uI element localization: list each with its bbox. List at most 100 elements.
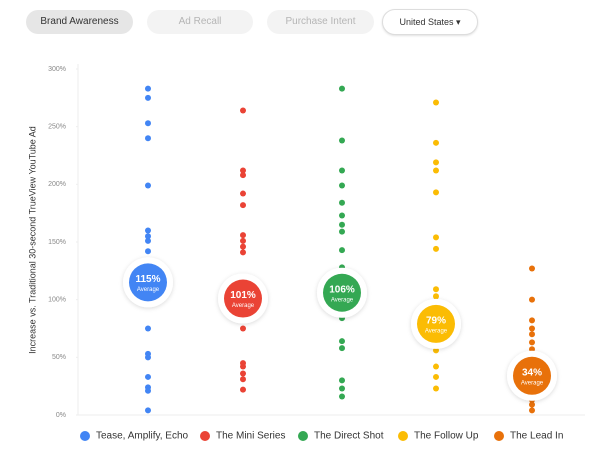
average-bubble: 115% Average	[123, 257, 173, 308]
average-bubble: 106% Average	[317, 267, 367, 318]
dot	[240, 325, 246, 332]
country-dropdown[interactable]: United States ▾	[382, 9, 478, 35]
legend-swatch	[398, 431, 408, 441]
dot	[240, 363, 246, 370]
average-mark	[513, 356, 551, 395]
dot	[240, 167, 246, 174]
dot	[339, 167, 345, 174]
average-mark	[323, 273, 361, 312]
dot	[529, 339, 535, 346]
tab[interactable]: Purchase Intent	[267, 10, 374, 34]
dot	[339, 377, 345, 384]
average-caption: Average	[521, 380, 544, 386]
dot	[240, 202, 246, 209]
dot	[339, 345, 345, 352]
dot	[433, 234, 439, 241]
dot	[145, 248, 151, 255]
dot	[145, 325, 151, 332]
legend-label: Tease, Amplify, Echo	[96, 431, 189, 442]
legend-swatch	[200, 431, 210, 441]
average-value: 34%	[522, 367, 542, 378]
tab[interactable]: Ad Recall	[147, 10, 253, 34]
average-caption: Average	[232, 303, 255, 309]
dot	[145, 120, 151, 127]
dot	[433, 385, 439, 392]
average-caption: Average	[425, 328, 448, 334]
dot	[145, 135, 151, 142]
dot	[433, 139, 439, 146]
dropdown-label: United States	[399, 17, 454, 27]
tab[interactable]: Brand Awareness	[26, 10, 133, 34]
average-value: 106%	[329, 284, 355, 295]
average-mark	[129, 263, 167, 302]
legend-swatch	[80, 431, 90, 441]
dot	[339, 228, 345, 235]
legend-label: The Mini Series	[216, 431, 285, 442]
dot	[529, 296, 535, 303]
dot	[529, 401, 535, 408]
dot	[145, 354, 151, 361]
dot	[433, 159, 439, 166]
legend-label: The Direct Shot	[314, 431, 384, 442]
legend-swatch	[494, 431, 504, 441]
average-value: 79%	[426, 316, 446, 327]
dot	[145, 237, 151, 244]
y-tick-label: 50%	[52, 354, 66, 361]
dot	[433, 167, 439, 174]
y-tick-label: 250%	[48, 124, 66, 131]
dot	[529, 407, 535, 414]
dot	[240, 243, 246, 250]
dot	[433, 286, 439, 293]
dot	[145, 85, 151, 92]
dot	[529, 265, 535, 272]
dot	[339, 247, 345, 254]
legend-swatch	[298, 431, 308, 441]
dot	[240, 249, 246, 256]
y-tick-label: 100%	[48, 297, 66, 304]
dot	[529, 317, 535, 324]
y-tick-label: 200%	[48, 181, 66, 188]
dot	[433, 373, 439, 380]
legend-label: The Follow Up	[414, 431, 479, 442]
dot	[433, 293, 439, 300]
legend-label: The Lead In	[510, 431, 563, 442]
average-bubble: 79%Average	[411, 298, 461, 349]
dot	[433, 189, 439, 196]
dot	[529, 331, 535, 338]
dot	[145, 373, 151, 380]
average-caption: Average	[137, 287, 160, 293]
average-mark	[224, 279, 262, 318]
dot	[240, 376, 246, 383]
dot	[145, 407, 151, 414]
dot	[145, 94, 151, 101]
dot	[433, 363, 439, 370]
dot	[145, 387, 151, 394]
dot	[339, 385, 345, 392]
dot	[433, 99, 439, 106]
y-tick-label: 0%	[56, 412, 66, 419]
dot	[145, 182, 151, 189]
dot	[339, 212, 345, 219]
dot	[433, 245, 439, 252]
dot	[433, 347, 439, 354]
dot	[145, 233, 151, 240]
average-bubble: 34% Average	[507, 350, 557, 401]
dot	[240, 172, 246, 179]
dot	[529, 346, 535, 353]
dot	[339, 182, 345, 189]
average-caption: Average	[331, 297, 354, 303]
average-value: 115%	[135, 274, 160, 285]
average-mark	[417, 304, 455, 343]
dot	[339, 393, 345, 400]
dot	[240, 386, 246, 393]
dot	[339, 137, 345, 144]
dot	[240, 370, 246, 377]
dot	[339, 85, 345, 92]
average-value: 101%	[230, 290, 256, 301]
dot	[339, 338, 345, 345]
dot	[145, 227, 151, 234]
y-tick-label: 150%	[48, 239, 66, 246]
y-tick-label: 300%	[48, 66, 66, 73]
